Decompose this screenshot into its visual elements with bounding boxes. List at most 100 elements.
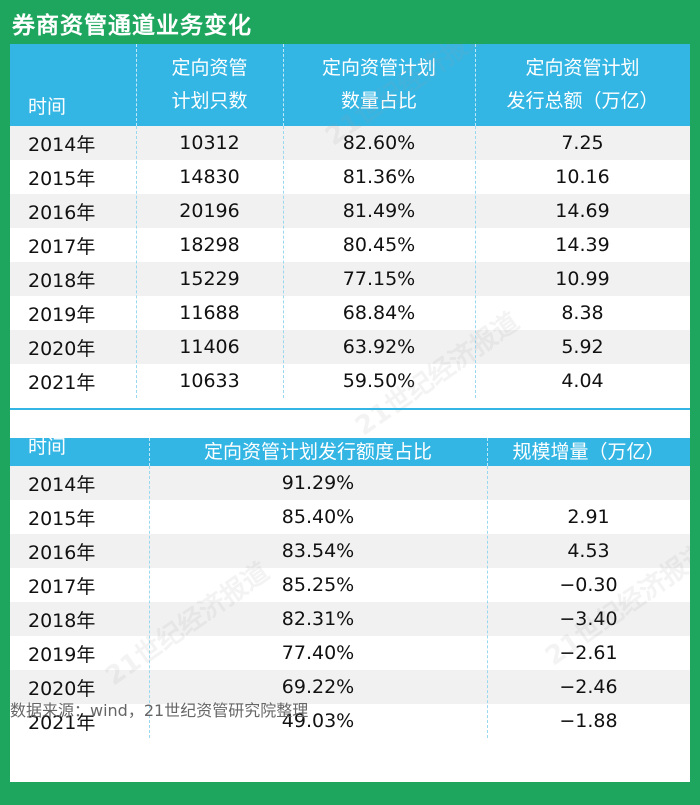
column-header-line: 发行总额（万亿）: [506, 90, 659, 112]
column-header-line: 时间: [28, 96, 67, 118]
column-header: 规模增量（万亿）: [487, 438, 690, 466]
table-cell: 2016年: [28, 201, 96, 224]
column-header: 定向资管计划 数量占比: [283, 44, 475, 126]
table-cell: 10312: [179, 132, 240, 154]
table-cell: 81.49%: [342, 200, 416, 222]
column-divider: [149, 466, 150, 738]
table-row: 2021年 10633 59.50% 4.04: [10, 364, 690, 398]
table-row: 2020年 11406 63.92% 5.92: [10, 330, 690, 364]
table-row: 2015年 85.40% 2.91: [10, 500, 690, 534]
column-header-line: 定向资管计划: [321, 57, 436, 79]
column-header-line: 数量占比: [340, 90, 417, 112]
column-header-line: 定向资管计划发行额度占比: [203, 440, 432, 463]
table-cell: 2017年: [28, 575, 96, 598]
table-cell: 2020年: [28, 677, 96, 700]
table-cell: −0.30: [559, 574, 618, 596]
table-row: 2019年 11688 68.84% 8.38: [10, 296, 690, 330]
page-title: 券商资管通道业务变化: [12, 13, 252, 39]
table-cell: −3.40: [559, 608, 618, 630]
table-cell: 85.25%: [281, 574, 355, 596]
table-cell: 2014年: [28, 473, 96, 496]
table-gap: [10, 408, 690, 438]
table-row: 2014年 10312 82.60% 7.25: [10, 126, 690, 160]
table-header: 时间 定向资管 计划只数 定向资管计划 数量占比 定向资管计划 发行总额（万亿）: [10, 44, 690, 126]
column-header: 时间: [10, 44, 136, 126]
column-header: 时间: [10, 436, 149, 466]
table-cell: 14.39: [555, 234, 610, 256]
table-cell: −2.61: [559, 642, 618, 664]
table-cell: 69.22%: [281, 676, 355, 698]
table-row: 2018年 82.31% −3.40: [10, 602, 690, 636]
table-bottom-rule: [10, 408, 690, 410]
column-divider: [475, 126, 476, 398]
table-cell: 59.50%: [342, 370, 416, 392]
table-cell: 77.40%: [281, 642, 355, 664]
table-cell: 4.53: [567, 540, 610, 562]
table-cell: 4.04: [561, 370, 604, 392]
table-cell: 2019年: [28, 303, 96, 326]
table-row: 2017年 85.25% −0.30: [10, 568, 690, 602]
table-cell: 2.91: [567, 506, 610, 528]
table-cell: 15229: [179, 268, 240, 290]
table-cell: 5.92: [561, 336, 604, 358]
column-header-line: 计划只数: [171, 90, 248, 112]
table-row: 2016年 20196 81.49% 14.69: [10, 194, 690, 228]
table-cell: 77.15%: [342, 268, 416, 290]
table-cell: 91.29%: [281, 472, 355, 494]
table-cell: 85.40%: [281, 506, 355, 528]
table-cell: 10.16: [555, 166, 610, 188]
table-row: 2015年 14830 81.36% 10.16: [10, 160, 690, 194]
table-cell: 10.99: [555, 268, 610, 290]
table-row: 2016年 83.54% 4.53: [10, 534, 690, 568]
table-cell: 14830: [179, 166, 240, 188]
table-cell: 20196: [179, 200, 240, 222]
table-cell: 2017年: [28, 235, 96, 258]
table-cell: 80.45%: [342, 234, 416, 256]
column-divider: [136, 44, 137, 126]
table-cell: 68.84%: [342, 302, 416, 324]
table-row: 2020年 69.22% −2.46: [10, 670, 690, 704]
column-header-line: 定向资管: [171, 57, 248, 79]
column-divider: [475, 44, 476, 126]
table-cell: 82.31%: [281, 608, 355, 630]
table-cell: 18298: [179, 234, 240, 256]
table-cell: 82.60%: [342, 132, 416, 154]
column-divider: [136, 126, 137, 398]
table-row: 2018年 15229 77.15% 10.99: [10, 262, 690, 296]
table-cell: 2015年: [28, 167, 96, 190]
table-cell: [487, 466, 690, 500]
column-divider: [487, 438, 488, 466]
table-header: 时间 定向资管计划发行额度占比 规模增量（万亿）: [10, 436, 690, 466]
table-cell: 63.92%: [342, 336, 416, 358]
column-header: 定向资管计划发行额度占比: [149, 438, 487, 466]
column-header-line: 定向资管计划: [525, 57, 640, 79]
table-cell: 2021年: [28, 711, 96, 734]
data-source-note: 数据来源：wind，21世纪资管研究院整理: [10, 701, 309, 720]
table-cell: 11406: [179, 336, 240, 358]
table-row: 2021年 49.03% −1.88: [10, 704, 690, 738]
table-cell: 2018年: [28, 609, 96, 632]
column-header: 定向资管计划 发行总额（万亿）: [475, 44, 690, 126]
table-row: 2017年 18298 80.45% 14.39: [10, 228, 690, 262]
table-cell: 2014年: [28, 133, 96, 156]
column-divider: [283, 44, 284, 126]
column-header-line: 时间: [28, 436, 67, 458]
table-cell: 83.54%: [281, 540, 355, 562]
table-cell: 2021年: [28, 371, 96, 394]
table-cell: 11688: [179, 302, 240, 324]
table-cell: 2015年: [28, 507, 96, 530]
table-cell: 8.38: [561, 302, 604, 324]
table-cell: 7.25: [561, 132, 604, 154]
table-cell: 14.69: [555, 200, 610, 222]
table-cell: −2.46: [559, 676, 618, 698]
table-cell: 2019年: [28, 643, 96, 666]
table-cell: 2016年: [28, 541, 96, 564]
table-cell: 2020年: [28, 337, 96, 360]
column-header-line: 规模增量（万亿）: [512, 440, 665, 463]
table-cell: 49.03%: [281, 710, 355, 732]
column-divider: [487, 466, 488, 738]
table-cell: 81.36%: [342, 166, 416, 188]
table-card: 时间 定向资管 计划只数 定向资管计划 数量占比 定向资管计划 发行总额（万亿） 2014年 1…: [10, 44, 690, 782]
column-divider: [149, 438, 150, 466]
table-cell: 10633: [179, 370, 240, 392]
